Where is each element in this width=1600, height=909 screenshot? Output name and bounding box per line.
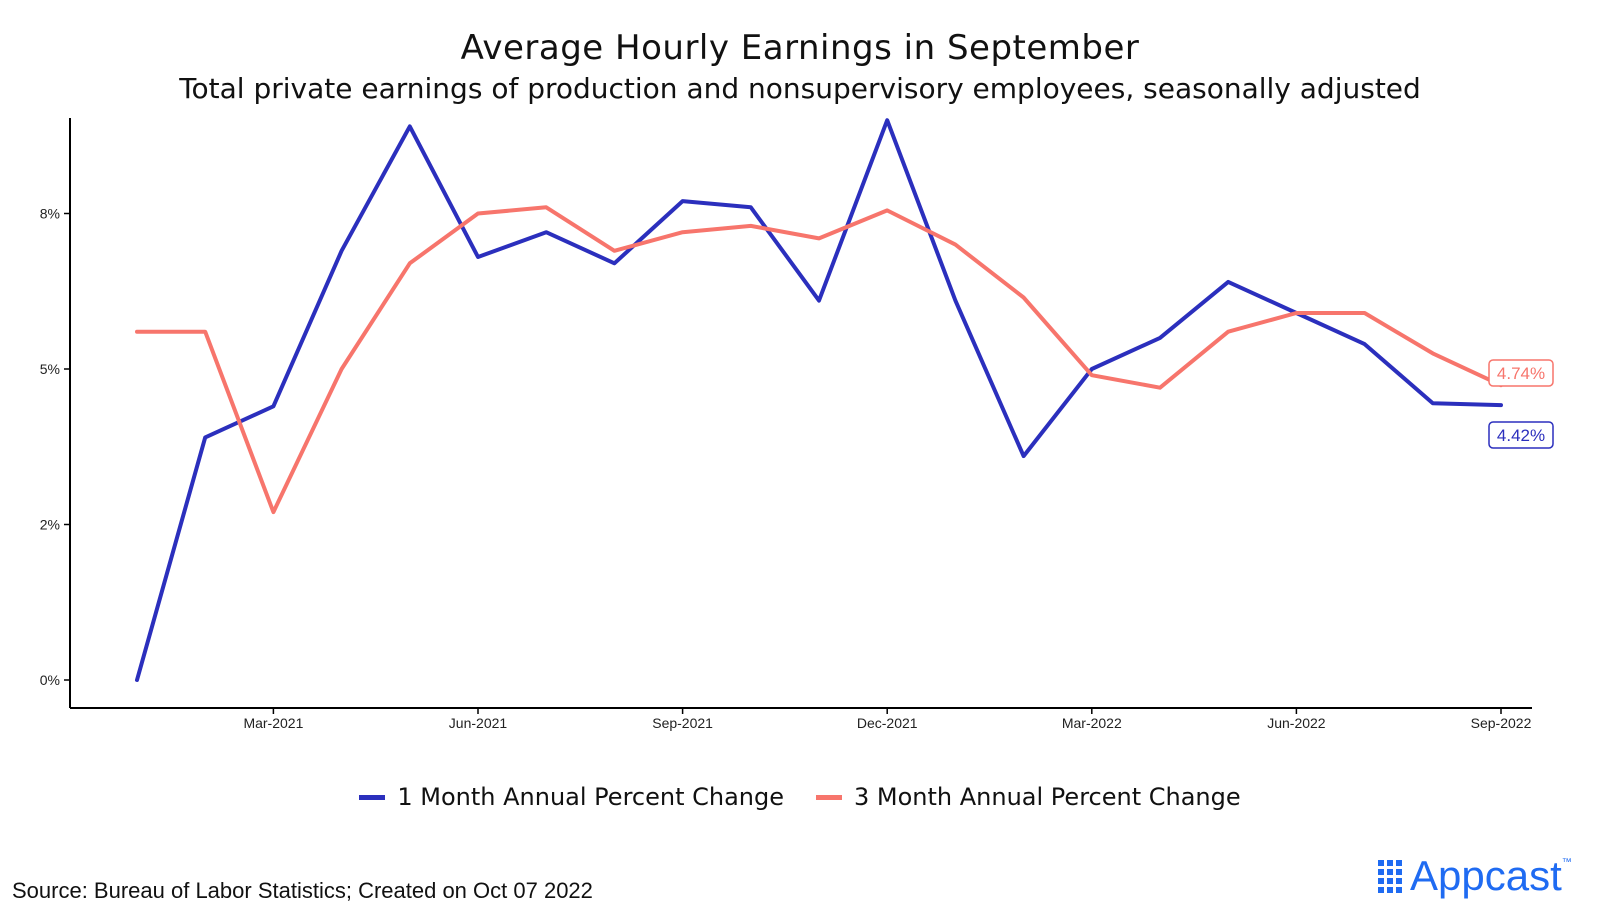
legend-item-1-month: 1 Month Annual Percent Change (359, 783, 784, 811)
chart-legend: 1 Month Annual Percent Change 3 Month An… (0, 783, 1600, 811)
x-tick-label: Jun-2022 (1267, 715, 1326, 731)
end-label-1-month: 4.42% (1497, 426, 1545, 445)
chart-title: Average Hourly Earnings in September (460, 28, 1140, 68)
chart-subtitle: Total private earnings of production and… (179, 72, 1421, 105)
y-tick-label: 5% (40, 361, 60, 377)
y-tick-label: 8% (40, 206, 60, 222)
legend-label-1-month: 1 Month Annual Percent Change (397, 783, 784, 811)
appcast-logo: Appcast ™ (1378, 855, 1572, 897)
y-tick-label: 2% (40, 517, 60, 533)
x-tick-label: Jun-2021 (449, 715, 508, 731)
end-label-3-month: 4.74% (1497, 364, 1545, 383)
y-tick-label: 0% (40, 672, 60, 688)
logo-text: Appcast (1410, 852, 1562, 899)
x-tick-label: Mar-2022 (1062, 715, 1122, 731)
legend-swatch-1-month (359, 794, 386, 800)
x-tick-label: Mar-2021 (243, 715, 303, 731)
legend-label-3-month: 3 Month Annual Percent Change (854, 783, 1241, 811)
x-tick-label: Sep-2022 (1471, 715, 1532, 731)
end-label-1-month-box (1488, 421, 1554, 449)
end-label-3-month-box (1488, 359, 1554, 387)
x-tick-label: Sep-2021 (652, 715, 713, 731)
source-note: Source: Bureau of Labor Statistics; Crea… (12, 878, 593, 903)
legend-swatch-3-month (816, 794, 842, 800)
x-tick-label: Dec-2021 (857, 715, 918, 731)
series-line-1-month (135, 118, 1503, 682)
legend-item-3-month: 3 Month Annual Percent Change (816, 783, 1241, 811)
series-line-3-month (135, 205, 1503, 515)
logo-trademark: ™ (1561, 857, 1572, 868)
logo-mark-icon (1378, 859, 1402, 893)
